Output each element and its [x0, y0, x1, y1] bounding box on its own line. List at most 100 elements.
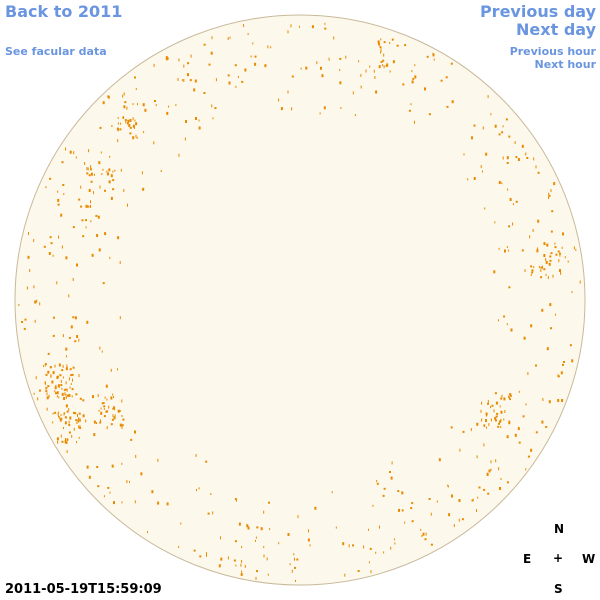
- facula: [105, 410, 108, 413]
- facula: [512, 222, 514, 226]
- facula: [414, 64, 416, 67]
- facula: [543, 242, 546, 246]
- compass-south: S: [554, 582, 563, 596]
- facula: [58, 411, 60, 414]
- facula: [515, 200, 518, 203]
- facula: [71, 395, 73, 398]
- facula: [256, 570, 258, 573]
- facula: [93, 433, 96, 437]
- facula: [87, 167, 89, 171]
- facula: [548, 196, 550, 200]
- facula: [369, 547, 372, 550]
- facula: [319, 112, 321, 115]
- facula: [508, 421, 511, 425]
- facula: [113, 501, 115, 505]
- facula: [563, 361, 565, 363]
- facula: [134, 430, 136, 434]
- facular-link[interactable]: See facular data: [5, 45, 107, 58]
- facula: [546, 243, 549, 247]
- facula: [525, 403, 527, 406]
- previous-day-link[interactable]: Previous day: [479, 2, 596, 21]
- facula: [108, 180, 111, 184]
- facula: [109, 155, 111, 158]
- facula: [218, 564, 221, 568]
- facula: [98, 248, 101, 252]
- facula: [147, 531, 148, 534]
- facula: [294, 566, 297, 569]
- facula: [554, 246, 557, 249]
- next-hour-link[interactable]: Next hour: [534, 58, 597, 71]
- facula: [267, 45, 269, 49]
- facula: [557, 374, 559, 378]
- facula: [436, 500, 438, 503]
- facula: [57, 203, 60, 206]
- facula: [382, 494, 385, 497]
- facula: [52, 334, 55, 337]
- facula: [93, 191, 94, 195]
- facula: [246, 524, 249, 528]
- facula: [93, 420, 96, 424]
- facula: [99, 185, 101, 189]
- facula: [104, 189, 106, 192]
- facula: [300, 67, 302, 70]
- facula: [142, 103, 145, 107]
- facula: [503, 418, 505, 421]
- facula: [103, 495, 105, 498]
- facula: [77, 419, 80, 423]
- facula: [495, 419, 497, 422]
- facula: [45, 186, 47, 189]
- facula: [134, 76, 136, 79]
- facula: [57, 385, 59, 388]
- facula: [537, 219, 540, 223]
- facula: [45, 373, 48, 376]
- facula: [308, 529, 309, 533]
- facula: [100, 151, 102, 154]
- facula: [117, 117, 119, 120]
- facula: [333, 36, 335, 40]
- facula: [297, 515, 299, 519]
- facula: [487, 95, 489, 99]
- facula: [535, 165, 537, 169]
- facula: [59, 374, 62, 377]
- facula: [65, 347, 68, 351]
- facula: [450, 62, 453, 65]
- facula: [467, 178, 469, 181]
- facula: [49, 177, 52, 180]
- facula: [526, 157, 529, 159]
- previous-hour-link[interactable]: Previous hour: [509, 45, 596, 58]
- facula: [506, 323, 508, 326]
- facula: [109, 491, 111, 494]
- facula: [193, 88, 196, 92]
- facula: [122, 116, 124, 119]
- facula: [85, 419, 87, 423]
- facula: [438, 458, 441, 462]
- facula: [60, 434, 62, 438]
- facula: [290, 24, 292, 28]
- facula: [411, 502, 414, 505]
- facula: [549, 259, 552, 262]
- facula: [100, 419, 101, 422]
- facula: [542, 398, 544, 401]
- back-link[interactable]: Back to 2011: [5, 2, 123, 21]
- facula: [486, 473, 489, 476]
- facula: [206, 553, 207, 557]
- facula: [58, 415, 59, 418]
- facula: [293, 553, 295, 556]
- facula: [480, 409, 482, 413]
- facula: [68, 408, 70, 412]
- facula: [250, 55, 252, 58]
- facula: [424, 538, 427, 541]
- facula: [229, 36, 231, 39]
- facula: [497, 425, 500, 428]
- facula: [238, 522, 241, 526]
- facula: [383, 53, 385, 57]
- facula: [69, 150, 72, 154]
- facula: [309, 544, 311, 547]
- facula: [119, 261, 121, 264]
- facula: [111, 418, 114, 421]
- facula: [501, 394, 503, 398]
- facula: [166, 111, 169, 115]
- facula: [383, 551, 385, 554]
- facula: [85, 219, 87, 222]
- next-day-link[interactable]: Next day: [516, 20, 596, 39]
